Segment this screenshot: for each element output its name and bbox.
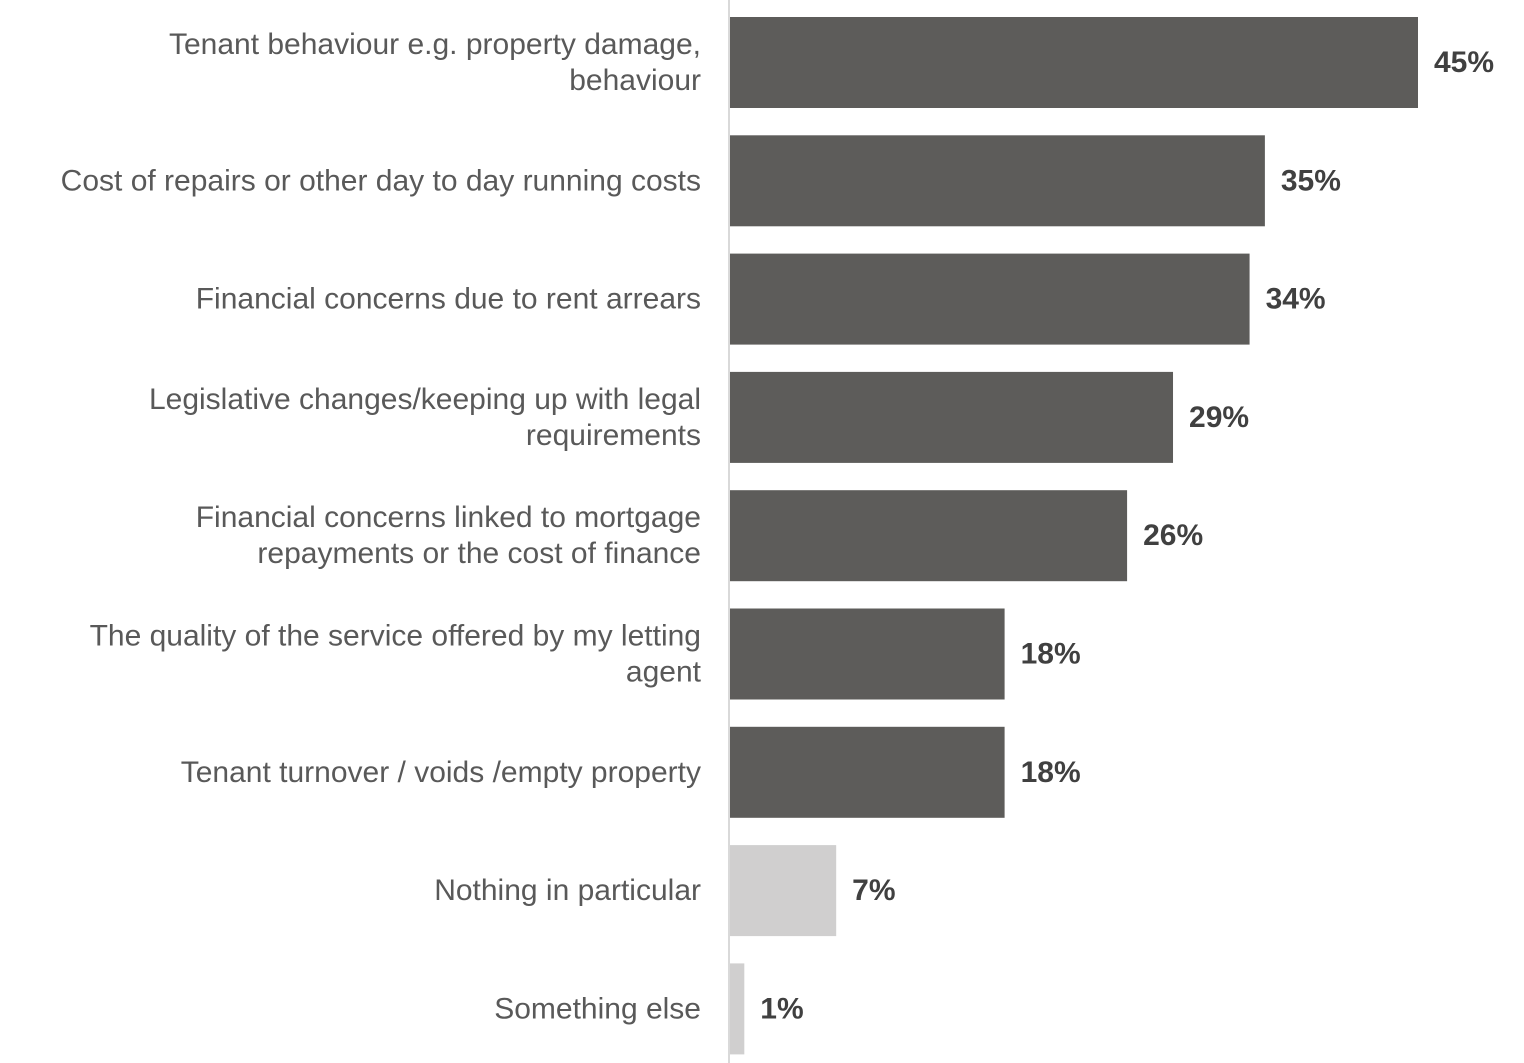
category-label-7: Tenant turnover / voids /empty property: [181, 756, 701, 789]
value-label-1: 45%: [1434, 46, 1494, 79]
category-label-4-line-2: requirements: [526, 419, 701, 452]
category-label-3: Financial concerns due to rent arrears: [196, 283, 701, 316]
category-label-1-line-2: behaviour: [569, 64, 701, 97]
value-label-5: 26%: [1143, 519, 1203, 552]
category-label-8: Nothing in particular: [434, 874, 701, 907]
bar-5: [729, 490, 1128, 582]
bar-4: [729, 371, 1174, 463]
category-label-6-line-2: agent: [626, 656, 702, 689]
category-label-4-line-1: Legislative changes/keeping up with lega…: [149, 383, 701, 416]
value-label-4: 29%: [1189, 401, 1249, 434]
value-label-2: 35%: [1281, 164, 1341, 197]
category-label-5-line-1: Financial concerns linked to mortgage: [196, 501, 701, 534]
value-labels-group: 45% 35% 34% 29% 26% 18% 18% 7% 1%: [760, 46, 1494, 1025]
category-labels-group: Tenant behaviour e.g. property damage,be…: [61, 28, 702, 1025]
bar-8: [729, 845, 837, 937]
category-label-2: Cost of repairs or other day to day runn…: [61, 164, 701, 197]
bar-2: [729, 135, 1265, 227]
value-label-3: 34%: [1266, 283, 1326, 316]
value-label-8: 7%: [852, 874, 895, 907]
bar-7: [729, 726, 1005, 818]
category-label-9: Something else: [494, 992, 701, 1025]
category-label-6-line-1: The quality of the service offered by my…: [90, 620, 701, 653]
category-label-1-line-1: Tenant behaviour e.g. property damage,: [169, 28, 701, 61]
value-label-7: 18%: [1021, 756, 1081, 789]
bars-group: [729, 17, 1418, 1055]
bar-9: [729, 963, 745, 1055]
bar-1: [729, 17, 1418, 108]
bar-3: [729, 253, 1250, 345]
value-label-9: 1%: [760, 992, 803, 1025]
value-label-6: 18%: [1021, 638, 1081, 671]
bar-6: [729, 608, 1005, 700]
category-label-5-line-2: repayments or the cost of finance: [257, 537, 701, 570]
